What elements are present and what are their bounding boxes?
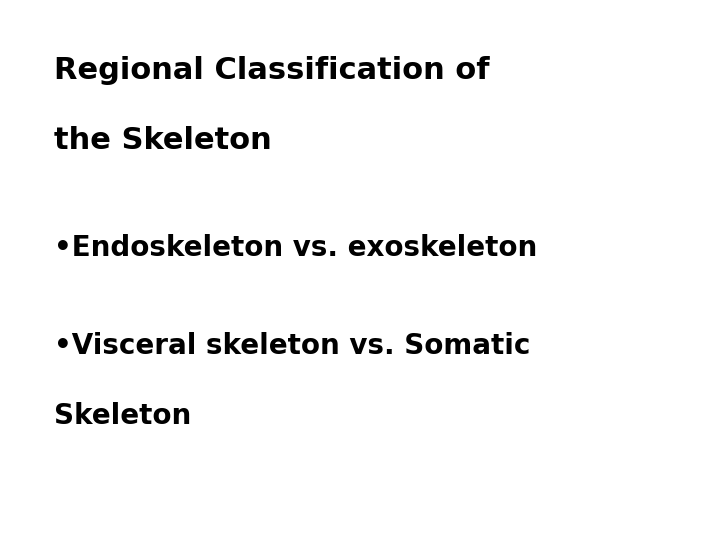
- Text: Regional Classification of: Regional Classification of: [54, 56, 490, 85]
- Text: •Visceral skeleton vs. Somatic: •Visceral skeleton vs. Somatic: [54, 332, 531, 360]
- Text: •Endoskeleton vs. exoskeleton: •Endoskeleton vs. exoskeleton: [54, 234, 537, 262]
- Text: the Skeleton: the Skeleton: [54, 126, 271, 155]
- Text: Skeleton: Skeleton: [54, 402, 192, 430]
